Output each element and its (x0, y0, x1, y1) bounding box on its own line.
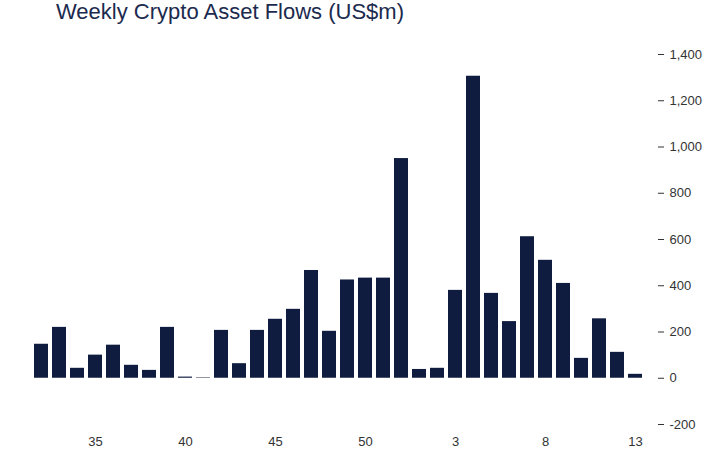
svg-text:0: 0 (670, 370, 677, 385)
svg-text:1,000: 1,000 (670, 139, 703, 154)
svg-text:1,400: 1,400 (670, 47, 703, 62)
svg-text:400: 400 (670, 278, 692, 293)
svg-text:40: 40 (178, 434, 192, 449)
svg-text:45: 45 (268, 434, 282, 449)
svg-text:1,200: 1,200 (670, 93, 703, 108)
svg-text:800: 800 (670, 185, 692, 200)
svg-text:200: 200 (670, 324, 692, 339)
html-text:Weekly Crypto Asset Flows (US$: Weekly Crypto Asset Flows (US$m) (56, 0, 404, 24)
svg-text:8: 8 (542, 434, 549, 449)
svg-text:3: 3 (452, 434, 459, 449)
svg-text:13: 13 (628, 434, 642, 449)
svg-text:-200: -200 (670, 417, 696, 432)
svg-text:35: 35 (88, 434, 102, 449)
svg-text:600: 600 (670, 232, 692, 247)
svg-text:50: 50 (358, 434, 372, 449)
